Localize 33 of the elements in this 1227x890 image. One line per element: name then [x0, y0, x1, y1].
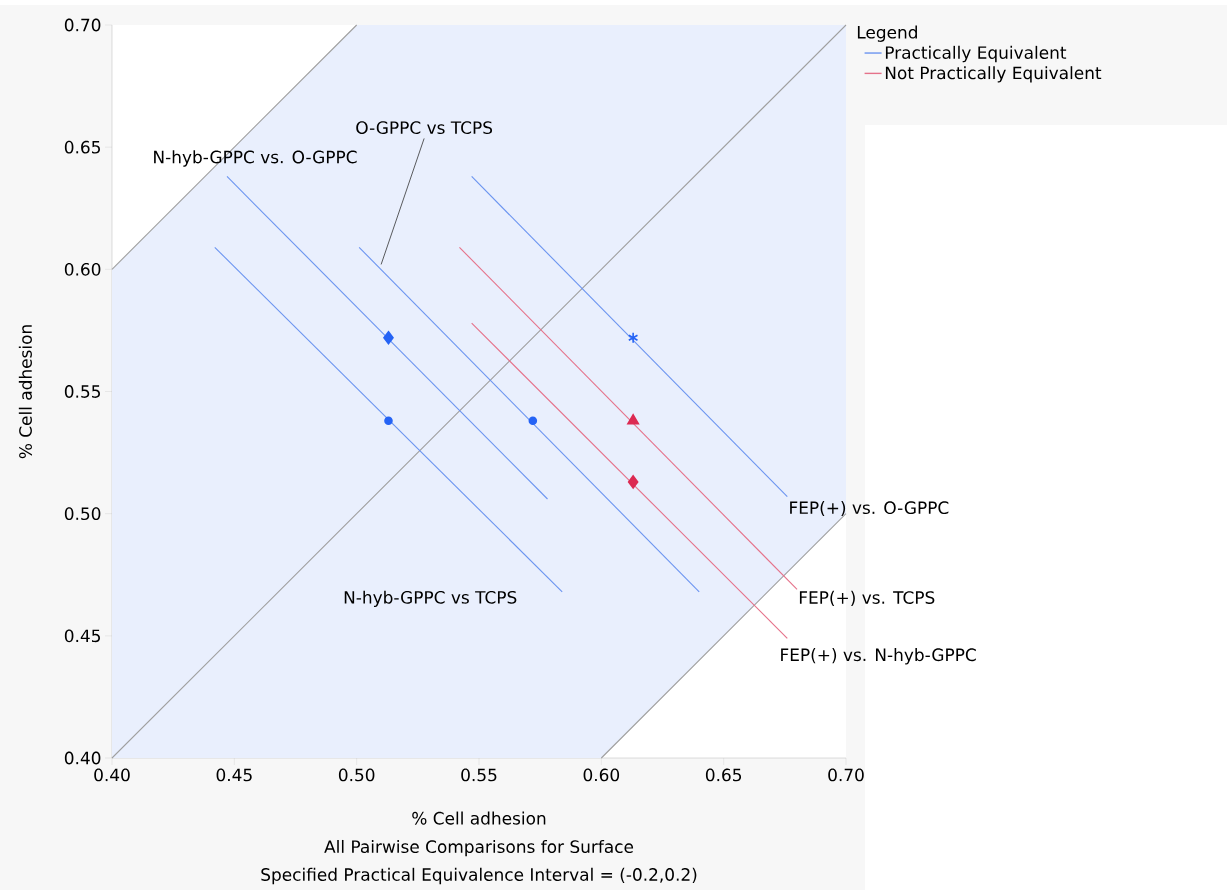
- point: [528, 416, 538, 426]
- legend-label: Practically Equivalent: [885, 45, 1067, 63]
- x-tick-label: 0.40: [94, 768, 130, 782]
- x-tick-label: 0.60: [583, 768, 620, 782]
- y-tick-label: 0.60: [64, 262, 101, 276]
- legend-label: Not Practically Equivalent: [885, 66, 1102, 83]
- point: [627, 475, 639, 489]
- y-tick-label: 0.50: [64, 507, 101, 521]
- x-tick-label: 0.65: [705, 768, 742, 782]
- annotation: FEP(+) vs. TCPS: [799, 590, 935, 606]
- annotation: FEP(+) vs. O-GPPC: [790, 501, 949, 517]
- x-tick-label: 0.70: [828, 768, 864, 782]
- y-axis-title: % Cell adhesion: [18, 325, 32, 459]
- legend-title: Legend: [857, 25, 917, 42]
- x-axis-title: % Cell adhesion: [412, 811, 546, 825]
- x-tick-label: 0.55: [461, 768, 497, 782]
- y-tick-label: 0.70: [64, 18, 101, 32]
- y-tick-label: 0.45: [64, 629, 100, 643]
- text: All Pairwise Comparisons for Surface: [324, 839, 634, 857]
- annotation: N-hyb-GPPC vs. O-GPPC: [154, 150, 357, 167]
- point: [628, 331, 639, 344]
- text: Specified Practical Equivalence Interval = (-0.2,0.2): [261, 867, 697, 885]
- annotation: N-hyb-GPPC vs TCPS: [344, 590, 517, 608]
- annotation: FEP(+) vs. N-hyb-GPPC: [781, 648, 976, 665]
- y-tick-label: 0.40: [64, 751, 101, 765]
- x-tick-label: 0.45: [216, 768, 252, 782]
- annotation: O-GPPC vs TCPS: [356, 121, 493, 135]
- point: [384, 416, 393, 426]
- point: [627, 414, 640, 425]
- point: [383, 330, 394, 345]
- y-tick-label: 0.55: [64, 385, 100, 398]
- x-tick-label: 0.50: [338, 768, 375, 782]
- y-tick-label: 0.65: [64, 140, 100, 154]
